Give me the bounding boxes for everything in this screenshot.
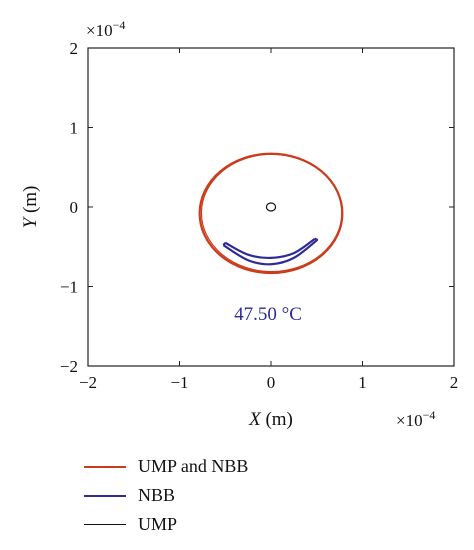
legend-item-ump-and-nbb: UMP and NBB xyxy=(84,452,248,481)
series-nbb-right-cap xyxy=(314,237,319,242)
legend: UMP and NBB NBB UMP xyxy=(84,452,248,539)
legend-item-nbb: NBB xyxy=(84,481,248,510)
temperature-annotation: 47.50 °C xyxy=(234,304,302,325)
x-tick-label: 0 xyxy=(267,373,276,392)
chart-svg: −2 −1 0 1 2 −2 −1 0 1 2 ×10−4 ×10−4 X (m) Y (m) 4… xyxy=(20,18,458,430)
x-tick-label: 1 xyxy=(358,373,367,392)
y-tick-label: −2 xyxy=(60,357,78,376)
x-tick-label: −1 xyxy=(170,373,188,392)
tick-marks xyxy=(87,47,455,367)
series-nbb-lower xyxy=(222,239,318,266)
y-tick-label: −1 xyxy=(60,278,78,297)
legend-label-ump-and-nbb: UMP and NBB xyxy=(138,456,249,476)
x-exponent-label: ×10−4 xyxy=(396,408,435,430)
series-ump xyxy=(265,202,277,212)
series-layer xyxy=(198,152,344,275)
series-nbb-upper xyxy=(224,237,316,260)
tick-labels: −2 −1 0 1 2 −2 −1 0 1 2 xyxy=(60,39,458,392)
series-nbb-left-cap xyxy=(222,242,227,246)
x-tick-label: 2 xyxy=(450,373,459,392)
y-tick-label: 2 xyxy=(70,39,79,58)
y-exponent-label: ×10−4 xyxy=(86,18,125,40)
y-tick-label: 1 xyxy=(70,119,79,138)
series-ump-and-nbb-inner xyxy=(200,153,343,273)
legend-swatch-ump xyxy=(84,524,126,525)
series-ump-and-nbb xyxy=(198,152,344,275)
legend-label-ump: UMP xyxy=(138,514,178,534)
x-axis-label: X (m) xyxy=(248,409,293,430)
y-tick-label: 0 xyxy=(70,198,79,217)
legend-swatch-ump-and-nbb xyxy=(84,465,126,468)
x-tick-label: −2 xyxy=(79,373,97,392)
y-axis-label: Y (m) xyxy=(20,186,41,229)
legend-label-nbb: NBB xyxy=(138,485,176,505)
legend-swatch-nbb xyxy=(84,494,126,497)
legend-item-ump: UMP xyxy=(84,510,248,539)
